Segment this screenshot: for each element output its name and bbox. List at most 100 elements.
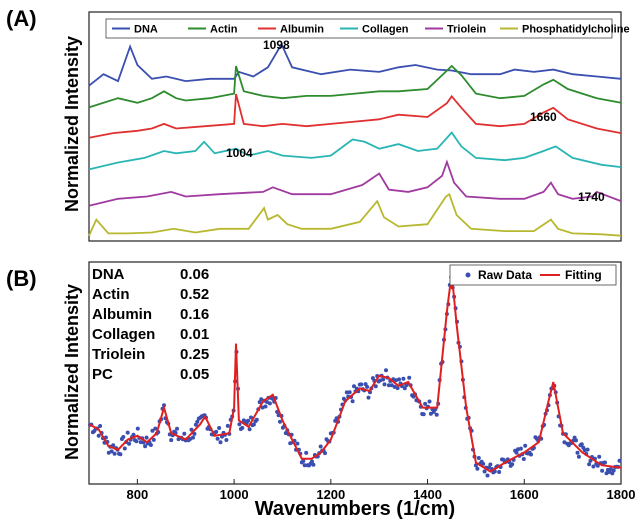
x-axis-label: Wavenumbers (1/cm) <box>255 498 455 520</box>
weight-name-dna: DNA <box>92 266 125 283</box>
raw-data-point <box>595 463 600 468</box>
raw-data-point <box>301 459 306 463</box>
raw-data-point <box>475 466 480 471</box>
series-line-phosphatidylcholine <box>88 192 622 237</box>
raw-data-point <box>302 463 307 468</box>
raw-data-point <box>122 446 127 451</box>
raw-data-point <box>217 426 222 430</box>
raw-data-point <box>151 437 156 442</box>
x-tick-label: 1000 <box>220 487 249 502</box>
raw-data-point <box>111 443 116 448</box>
raw-data-point <box>434 412 439 417</box>
weight-value-dna: 0.06 <box>180 266 209 283</box>
raw-data-point <box>144 435 149 440</box>
raw-data-point <box>395 386 400 391</box>
raw-data-point <box>138 440 143 445</box>
raw-data-point <box>240 425 245 430</box>
raw-data-point <box>359 382 364 387</box>
legend-label-dna: DNA <box>134 24 158 36</box>
raw-data-point <box>237 422 242 427</box>
raw-data-point <box>193 422 198 427</box>
series-line-collagen <box>88 131 622 171</box>
panel-b-legend-box <box>449 264 617 286</box>
raw-data-point <box>311 462 316 467</box>
weight-value-pc: 0.05 <box>180 366 209 383</box>
raw-data-point <box>189 427 194 432</box>
legend-raw-marker <box>465 272 471 278</box>
x-tick-label: 1800 <box>607 487 636 502</box>
raw-data-point <box>382 382 387 387</box>
raw-data-point <box>482 469 487 474</box>
raw-data-point <box>150 428 155 433</box>
raw-data-point <box>427 399 432 404</box>
fitting-line <box>88 273 622 473</box>
raw-data-point <box>195 419 200 424</box>
raw-data-point <box>182 431 187 436</box>
raw-data-point <box>481 461 486 466</box>
weight-name-actin: Actin <box>92 286 130 303</box>
raw-data-point <box>587 462 592 467</box>
raw-data-point <box>611 468 616 473</box>
panel-b-legend: Raw Data Fitting <box>449 264 617 286</box>
raw-data-point <box>603 460 607 465</box>
legend-label-actin: Actin <box>210 24 238 36</box>
raw-data-point <box>323 451 327 456</box>
raw-data-point <box>304 450 309 455</box>
raw-data-point <box>585 447 590 452</box>
weight-name-pc: PC <box>92 366 113 383</box>
raw-data-point <box>402 386 407 391</box>
raw-data-point <box>497 470 502 474</box>
raw-data-point <box>476 456 481 460</box>
raw-data-point <box>365 384 370 389</box>
raw-data-point <box>352 384 356 389</box>
raw-data-point <box>485 473 490 478</box>
series-line-triolein <box>88 159 622 207</box>
legend-box <box>105 18 613 39</box>
raw-data-point <box>488 462 493 467</box>
raw-data-point <box>143 444 148 449</box>
legend-label-albumin: Albumin <box>280 24 324 36</box>
x-tick-label: 800 <box>127 487 149 502</box>
annotation-1740: 1740 <box>578 190 605 204</box>
legend-label-triolein: Triolein <box>447 24 486 36</box>
raw-data-point <box>218 440 223 445</box>
weight-name-albumin: Albumin <box>92 306 152 323</box>
raw-data-point <box>421 412 426 417</box>
raw-data-point <box>366 395 371 400</box>
raw-data-point <box>247 427 252 432</box>
raw-data-point <box>118 452 123 457</box>
weight-value-albumin: 0.16 <box>180 306 209 323</box>
weight-name-triolein: Triolein <box>92 346 145 363</box>
raw-data-point <box>135 426 140 431</box>
series-line-albumin <box>88 93 622 139</box>
x-tick-label: 1600 <box>510 487 539 502</box>
x-axis-ticks: 800 1000 1200 1400 1600 1800 <box>127 479 636 502</box>
raw-data-point <box>344 390 349 395</box>
raw-data-point <box>127 441 132 446</box>
raw-data-point <box>125 430 130 435</box>
raw-data-point <box>617 458 622 463</box>
legend-label-phosphatidylcholine: Phosphatidylcholine <box>522 24 630 36</box>
raw-data-point <box>588 458 593 463</box>
raw-data-point <box>267 401 272 406</box>
raw-data-point <box>373 384 378 389</box>
raw-data-point <box>318 444 323 449</box>
raw-data-point <box>576 454 581 459</box>
raw-data-point <box>310 459 314 464</box>
annotation-1660: 1660 <box>530 110 557 124</box>
raw-data-point <box>192 431 197 436</box>
raw-data-point <box>295 441 300 446</box>
raw-data-point <box>523 443 528 448</box>
raw-data-point <box>407 375 412 380</box>
raw-data-point <box>510 462 515 467</box>
panel-b-fit-group <box>88 273 622 473</box>
raw-data-point <box>428 411 433 416</box>
weight-value-triolein: 0.25 <box>180 346 209 363</box>
series-line-dna <box>88 42 622 87</box>
panel-b-raw-points <box>88 275 622 478</box>
raw-data-point <box>98 424 103 428</box>
raw-data-point <box>591 464 596 469</box>
raw-data-point <box>347 390 352 395</box>
raw-data-point <box>278 419 282 424</box>
